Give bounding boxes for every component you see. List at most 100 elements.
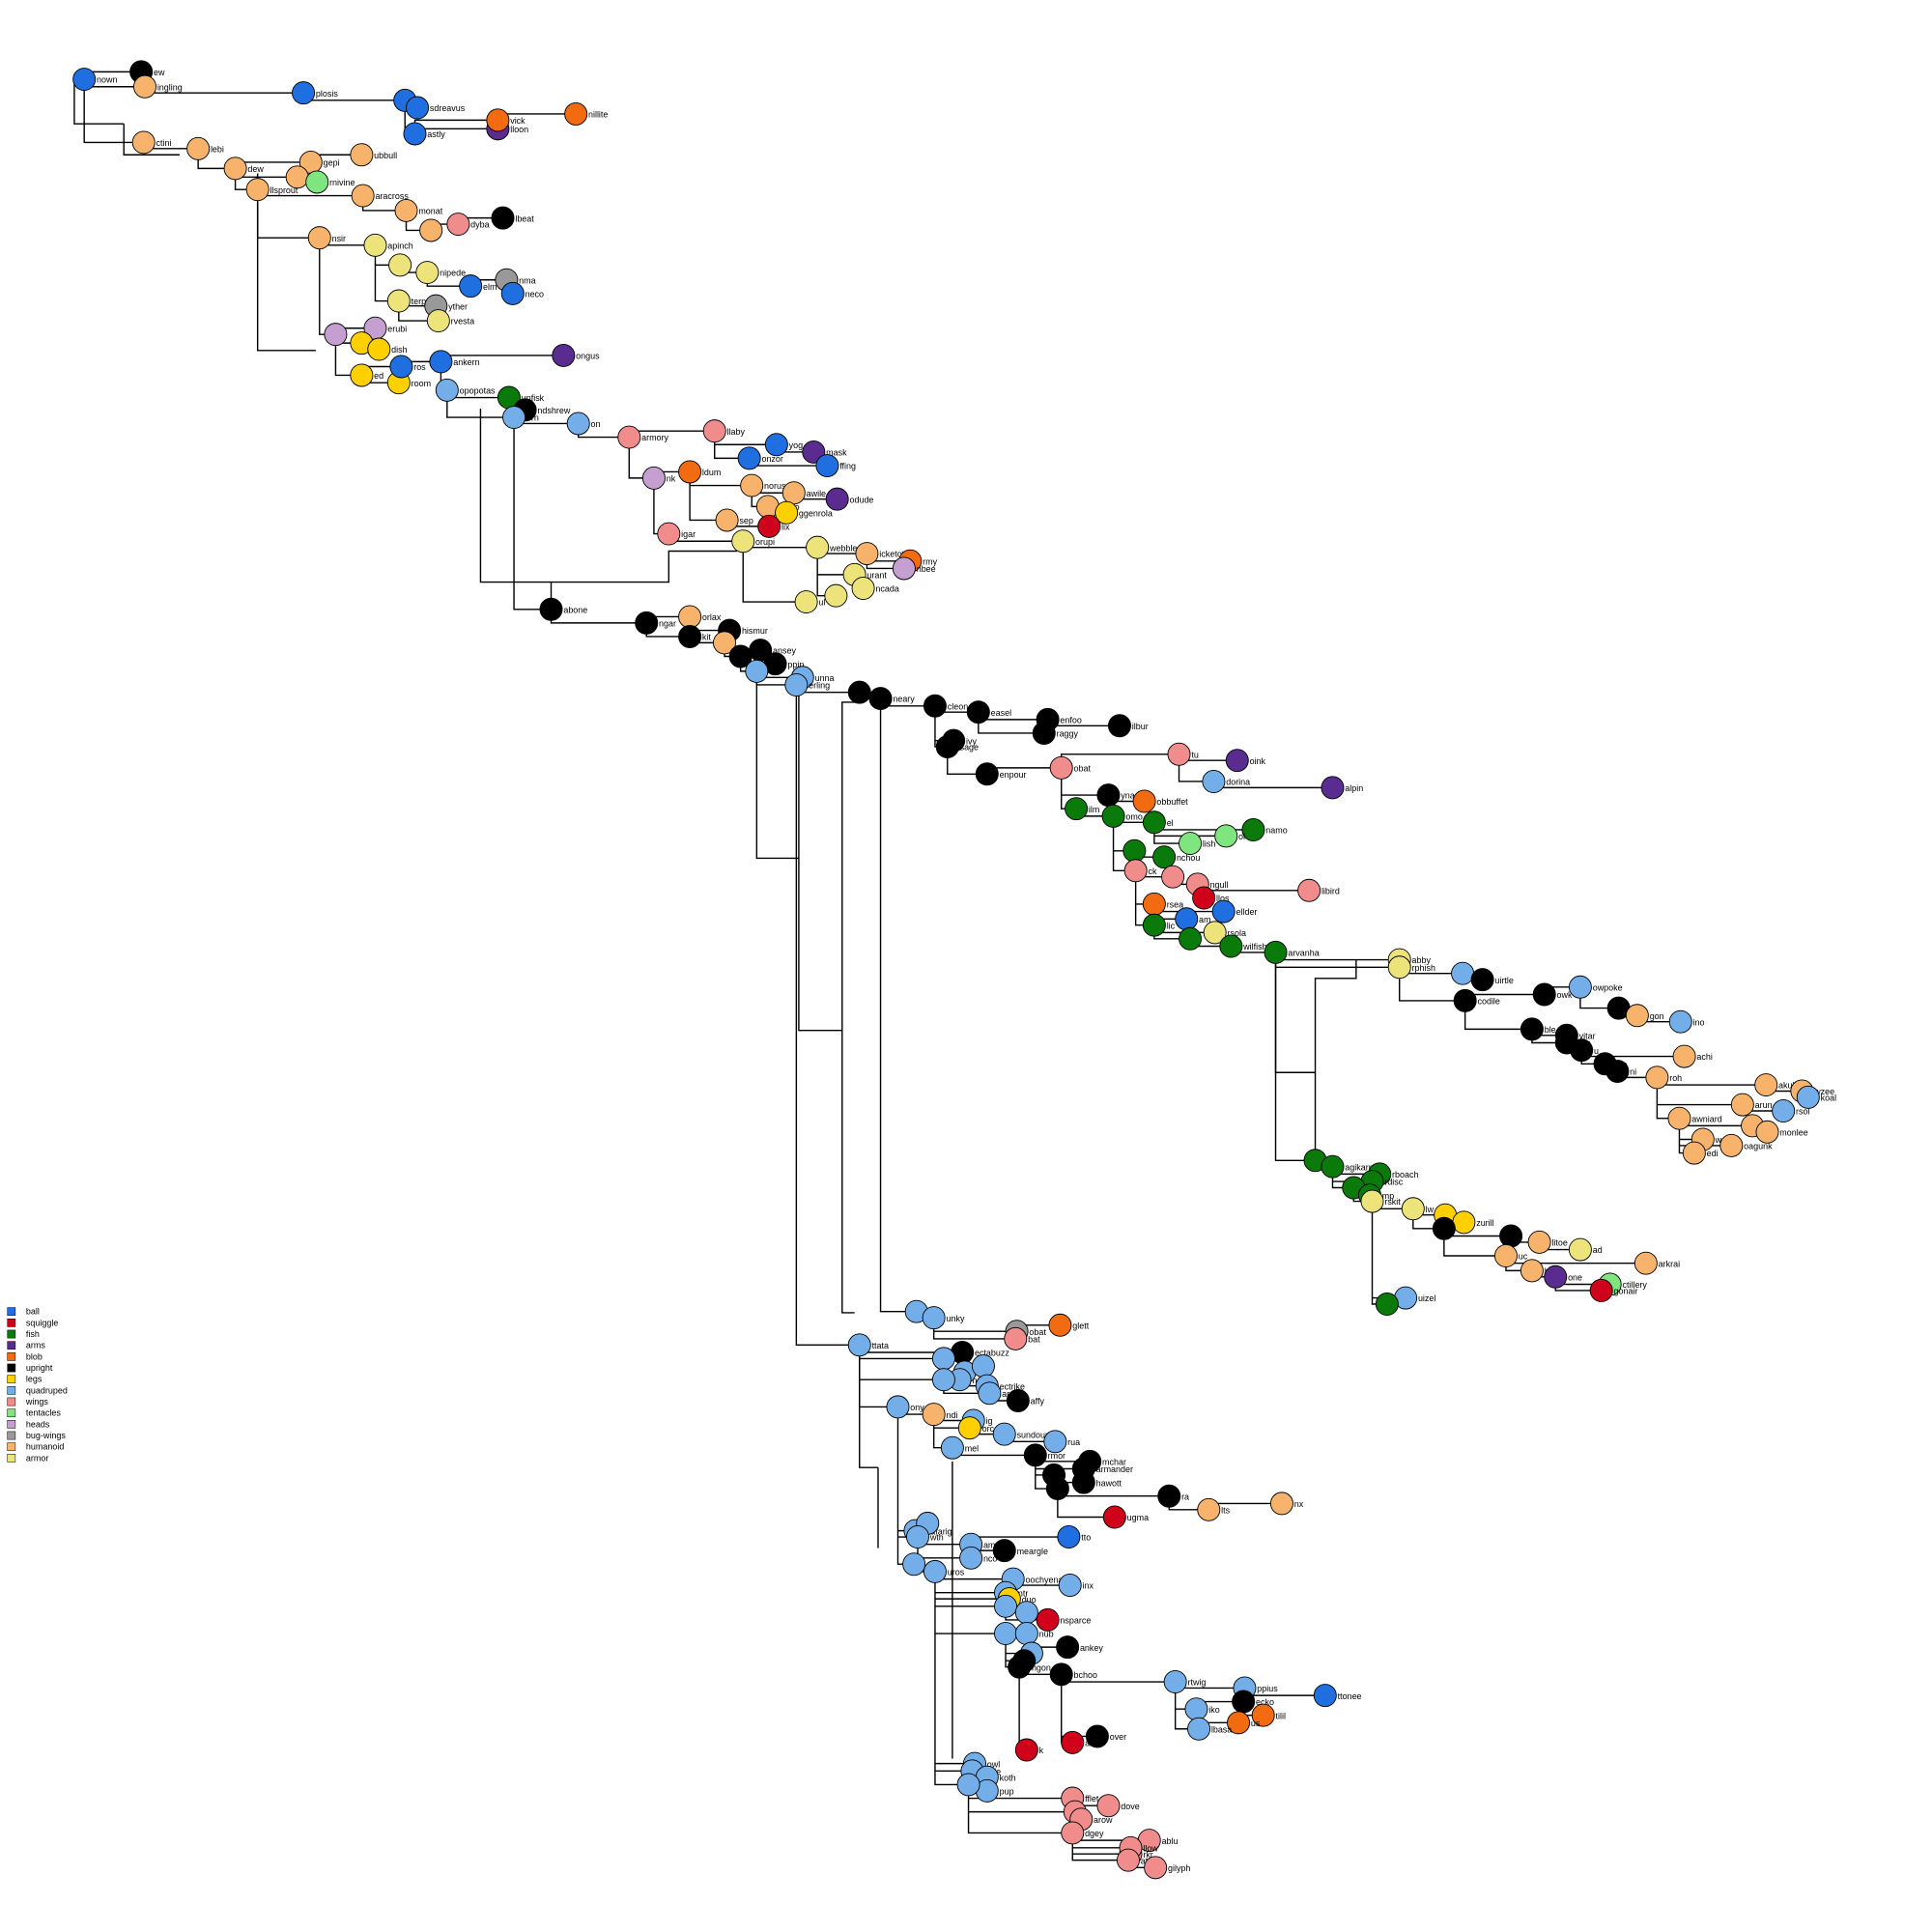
leaf-label: w	[1715, 1135, 1722, 1145]
leaf-node	[922, 1306, 946, 1330]
leaf-label: bat	[1028, 1335, 1040, 1345]
leaf-label: norus	[764, 481, 786, 491]
leaf-node	[1321, 776, 1345, 800]
leaf-label: ony	[910, 1403, 924, 1412]
legend-swatch	[7, 1375, 16, 1384]
leaf-label: inx	[1083, 1581, 1094, 1591]
leaf-label: hismur	[742, 626, 768, 636]
leaf-label: llos	[1216, 894, 1230, 903]
leaf-node	[775, 500, 799, 525]
leaf-label: edi	[1707, 1149, 1719, 1158]
leaf-label: zurill	[1476, 1218, 1493, 1228]
leaf-node	[1179, 926, 1203, 951]
leaf-label: alpin	[1345, 783, 1363, 793]
leaf-node	[923, 694, 947, 718]
legend-label: legs	[26, 1375, 43, 1384]
leaf-node	[1065, 797, 1089, 821]
leaf-label: nub	[1039, 1630, 1054, 1639]
leaf-node	[186, 136, 211, 160]
leaf-label: rsol	[1796, 1107, 1809, 1117]
leaf-label: owl	[987, 1759, 1000, 1769]
leaf-label: codile	[1477, 997, 1499, 1007]
leaf-node	[1142, 810, 1166, 835]
leaf-node	[1634, 1251, 1658, 1275]
leaf-label: neary	[893, 695, 915, 704]
leaf-label: duo	[1022, 1595, 1037, 1605]
leaf-label: uizel	[1418, 1293, 1435, 1303]
leaf-node	[1101, 804, 1125, 828]
leaf-label: ros	[413, 362, 426, 372]
leaf-label: enfoo	[1060, 716, 1081, 725]
leaf-label: ecko	[1256, 1697, 1274, 1707]
leaf-node	[446, 213, 470, 237]
leaf-label: nma	[519, 275, 535, 285]
leaf-node	[502, 406, 526, 430]
leaf-node	[1048, 1313, 1072, 1337]
leaf-node	[702, 419, 726, 443]
leaf-node	[1023, 1443, 1047, 1467]
leaf-label: awniard	[1691, 1114, 1721, 1123]
leaf-node	[566, 412, 590, 436]
leaf-node	[1061, 1821, 1085, 1845]
leaf-node	[975, 762, 999, 786]
leaf-label: vick	[510, 116, 526, 126]
leaf-label: agikarp	[1345, 1162, 1373, 1172]
leaf-node	[956, 1773, 980, 1797]
leaf-node	[1032, 721, 1056, 745]
leaf-node	[245, 178, 270, 202]
leaf-label: glett	[1072, 1321, 1089, 1330]
leaf-node	[1014, 1601, 1038, 1625]
leaf-label: owpoke	[1593, 982, 1623, 992]
leaf-node	[386, 289, 411, 313]
leaf-node	[491, 206, 515, 230]
leaf-node	[1071, 1470, 1095, 1494]
leaf-node	[806, 535, 830, 559]
leaf-node	[678, 605, 702, 629]
leaf-node	[1520, 1259, 1544, 1283]
leaf-node	[350, 143, 374, 167]
leaf-label: llsprout	[270, 185, 298, 195]
leaf-node	[781, 481, 806, 505]
leaf-label: gilyph	[1168, 1863, 1190, 1873]
leaf-label: dish	[391, 345, 407, 355]
leaf-label: wzee	[1813, 1087, 1834, 1096]
leaf-label: affy	[1031, 1397, 1045, 1406]
leaf-node	[1043, 1430, 1067, 1454]
leaf-label: ingling	[157, 82, 183, 92]
legend-swatch	[7, 1397, 16, 1406]
leaf-label: roh	[1669, 1073, 1682, 1083]
leaf-label: unfisk	[522, 393, 545, 403]
leaf-label: arkrai	[1659, 1259, 1680, 1268]
leaf-label: urant	[867, 571, 887, 581]
leaf-node	[959, 1546, 983, 1570]
legend-label: squiggle	[26, 1318, 58, 1327]
leaf-label: dove	[1121, 1802, 1139, 1811]
legend-swatch	[7, 1319, 16, 1327]
legend-swatch	[7, 1341, 16, 1350]
leaf-label: yog	[789, 440, 803, 450]
leaf-node	[1014, 1738, 1038, 1762]
leaf-node	[902, 1552, 926, 1577]
legend-swatch	[7, 1431, 16, 1440]
leaf-label: uirtle	[1494, 976, 1513, 985]
leaf-label: lbeat	[515, 213, 534, 223]
leaf-label: mask	[826, 448, 847, 458]
leaf-label: ino	[1693, 1017, 1705, 1027]
leaf-label: wth	[929, 1533, 944, 1543]
leaf-node	[1058, 1574, 1082, 1598]
leaf-node	[1142, 892, 1166, 916]
leaf-label: webble	[829, 543, 857, 553]
leaf-node	[1006, 1389, 1030, 1412]
leaf-node	[994, 1594, 1018, 1618]
leaf-node	[966, 700, 990, 724]
leaf-label: armander	[1096, 1464, 1133, 1474]
leaf-node	[1123, 859, 1148, 883]
leaf-node	[764, 433, 788, 457]
leaf-label: tilil	[1276, 1711, 1286, 1720]
leaf-node	[1036, 1607, 1060, 1632]
leaf-label: arow	[1094, 1815, 1113, 1825]
leaf-label: nk	[667, 474, 676, 484]
legend-swatch	[7, 1307, 16, 1317]
leaf-node	[1219, 934, 1243, 958]
